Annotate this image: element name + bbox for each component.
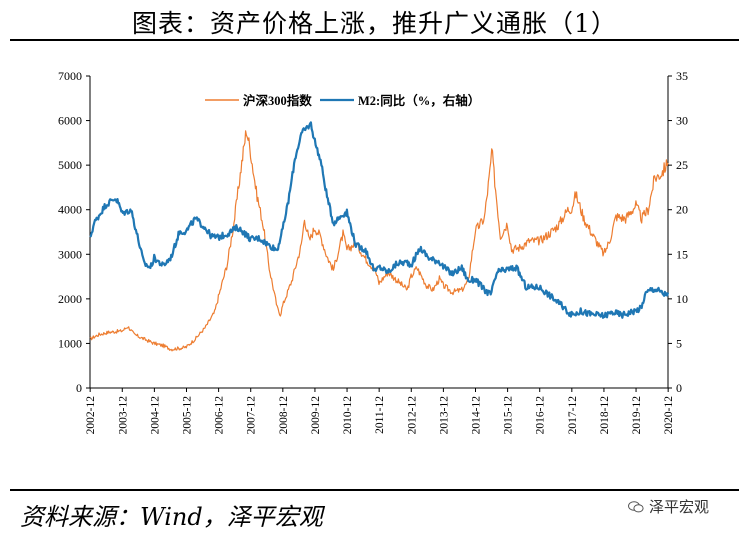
y-right-tick-label: 15 bbox=[676, 247, 688, 261]
x-tick-label: 2003-12 bbox=[117, 396, 129, 435]
x-tick-label: 2017-12 bbox=[567, 396, 579, 435]
x-tick-label: 2011-12 bbox=[374, 396, 386, 434]
x-tick-label: 2020-12 bbox=[663, 396, 675, 435]
x-tick-label: 2013-12 bbox=[438, 396, 450, 435]
chart-title: 图表：资产价格上涨，推升广义通胀（1） bbox=[132, 9, 617, 38]
source-rule bbox=[10, 489, 739, 491]
y-right-tick-label: 35 bbox=[676, 69, 688, 83]
y-left-tick-label: 0 bbox=[76, 381, 82, 395]
chart: 0 1000 2000 3000 4000 5000 6000 7000 0 5 10 15 20 25 3… bbox=[58, 69, 688, 435]
y-right-tick-label: 30 bbox=[676, 114, 688, 128]
x-tick-label: 2009-12 bbox=[310, 396, 322, 435]
legend-label-1: M2:同比（%，右轴） bbox=[358, 93, 480, 108]
x-tick-label: 2018-12 bbox=[599, 396, 611, 435]
watermark: 泽平宏观 bbox=[628, 496, 709, 517]
y-left-tick-label: 5000 bbox=[58, 158, 82, 172]
x-tick-label: 2002-12 bbox=[85, 396, 97, 435]
y-right-tick-label: 20 bbox=[676, 203, 688, 217]
x-tick-label: 2008-12 bbox=[278, 396, 290, 435]
y-right-tick-label: 25 bbox=[676, 158, 688, 172]
series-line-0 bbox=[89, 130, 669, 352]
x-tick-label: 2016-12 bbox=[535, 396, 547, 435]
y-left-tick-label: 4000 bbox=[58, 203, 82, 217]
title-rule bbox=[10, 39, 739, 41]
x-tick-label: 2019-12 bbox=[631, 396, 643, 435]
x-tick-label: 2012-12 bbox=[406, 396, 418, 435]
wechat-icon bbox=[628, 500, 644, 512]
y-right-tick-label: 5 bbox=[676, 336, 682, 350]
x-tick-label: 2015-12 bbox=[503, 396, 515, 435]
x-tick-label: 2007-12 bbox=[246, 396, 258, 435]
y-left-tick-label: 2000 bbox=[58, 292, 82, 306]
y-right-tick-label: 0 bbox=[676, 381, 682, 395]
watermark-text: 泽平宏观 bbox=[649, 498, 710, 516]
y-left-tick-label: 6000 bbox=[58, 114, 82, 128]
x-tick-label: 2005-12 bbox=[181, 396, 193, 435]
x-tick-label: 2006-12 bbox=[214, 396, 226, 435]
series-line-1 bbox=[89, 121, 670, 319]
y-left-tick-label: 7000 bbox=[58, 69, 82, 83]
x-tick-label: 2010-12 bbox=[342, 396, 354, 435]
y-left-tick-label: 1000 bbox=[58, 336, 82, 350]
y-left-tick-label: 3000 bbox=[58, 247, 82, 261]
x-tick-label: 2004-12 bbox=[149, 396, 161, 435]
source-note: 资料来源：Wind，泽平宏观 bbox=[20, 503, 323, 531]
y-right-tick-label: 10 bbox=[676, 292, 688, 306]
x-tick-label: 2014-12 bbox=[470, 396, 482, 435]
legend-label-0: 沪深300指数 bbox=[243, 93, 312, 108]
